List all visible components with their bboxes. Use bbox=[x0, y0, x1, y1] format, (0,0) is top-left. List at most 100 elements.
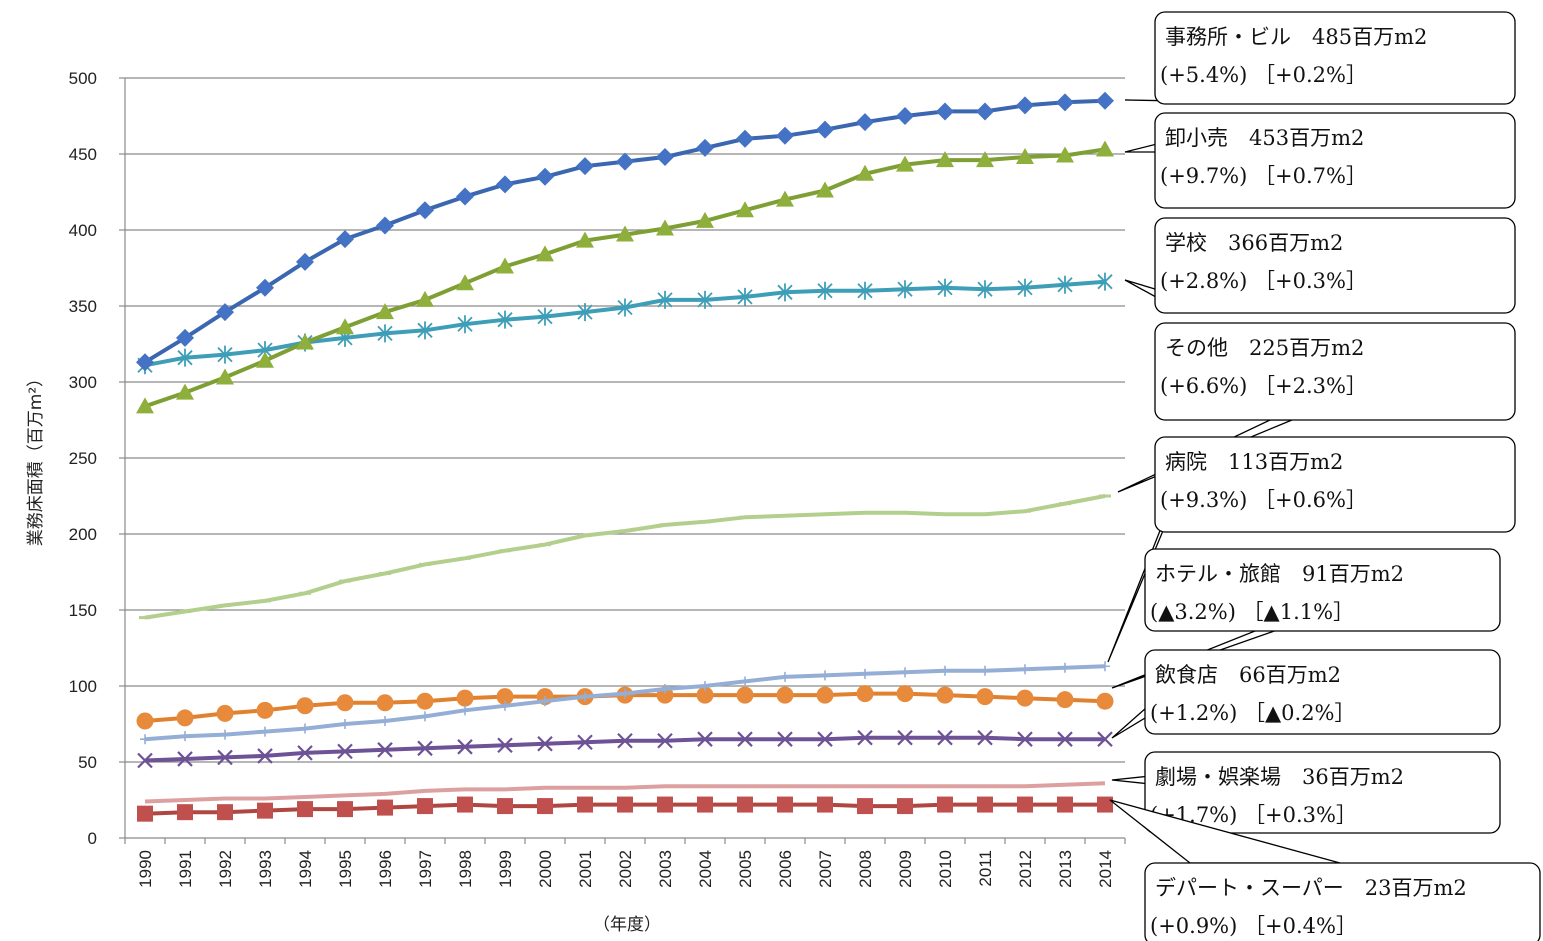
callout-box bbox=[1144, 862, 1541, 941]
callout-label: デパート・スーパー 23百万m2 bbox=[1155, 876, 1467, 900]
data-point bbox=[976, 688, 994, 706]
callout-box bbox=[1154, 11, 1516, 105]
data-point bbox=[416, 201, 434, 220]
data-point bbox=[257, 802, 273, 819]
data-point bbox=[657, 290, 673, 309]
data-point bbox=[1057, 731, 1073, 747]
data-point bbox=[337, 801, 353, 818]
data-point bbox=[856, 113, 874, 132]
y-tick-label: 400 bbox=[69, 221, 97, 240]
x-tick-label: 2009 bbox=[896, 850, 915, 888]
data-point bbox=[1097, 272, 1113, 291]
data-point bbox=[216, 368, 234, 385]
data-point bbox=[937, 729, 953, 746]
data-point bbox=[816, 686, 834, 704]
data-point bbox=[137, 805, 153, 822]
data-point bbox=[336, 694, 354, 712]
data-point bbox=[576, 231, 594, 248]
series-school bbox=[137, 272, 1113, 375]
data-point bbox=[376, 694, 394, 712]
data-point bbox=[696, 211, 714, 228]
data-point bbox=[180, 731, 190, 742]
y-tick-label: 300 bbox=[69, 373, 97, 392]
callout-label: 卸小売 453百万m2 bbox=[1165, 126, 1364, 150]
x-tick-label: 1992 bbox=[216, 850, 235, 888]
gridlines bbox=[125, 77, 1125, 763]
data-point bbox=[777, 731, 793, 747]
x-tick-label: 2014 bbox=[1096, 850, 1115, 888]
x-axis-title: （年度） bbox=[593, 915, 661, 935]
callout-label: 病院 113百万m2 bbox=[1165, 450, 1343, 474]
callout-label: 劇場・娯楽場 36百万m2 bbox=[1155, 765, 1404, 789]
data-point bbox=[857, 729, 873, 746]
data-point bbox=[177, 751, 193, 767]
data-point bbox=[377, 324, 393, 343]
data-point bbox=[856, 685, 874, 703]
data-point bbox=[1017, 796, 1033, 813]
callout-dept: デパート・スーパー 23百万m2 (+0.9%) ［+0.4%］ bbox=[1109, 799, 1541, 941]
data-point bbox=[977, 796, 993, 813]
data-point bbox=[256, 701, 274, 719]
x-tick-label: 1999 bbox=[496, 850, 515, 888]
x-tick-label: 2010 bbox=[936, 850, 955, 888]
data-point bbox=[140, 734, 150, 745]
data-point bbox=[736, 686, 754, 704]
data-point bbox=[1096, 692, 1114, 710]
callout-hospital: 病院 113百万m2 (+9.3%) ［+0.6%］ bbox=[1107, 436, 1516, 663]
data-point bbox=[257, 748, 273, 764]
callouts: 事務所・ビル 485百万m2 (+5.4%) ［+0.2%］ 卸小売 453百万m2… bbox=[1107, 11, 1541, 941]
callout-box bbox=[1154, 322, 1516, 421]
y-tick-label: 0 bbox=[88, 829, 97, 848]
data-point bbox=[540, 696, 550, 707]
callout-change: (+1.2%) ［▲0.2%］ bbox=[1150, 701, 1356, 725]
data-point bbox=[940, 665, 950, 676]
x-tick-label: 2011 bbox=[976, 850, 995, 887]
x-tick-label: 2006 bbox=[776, 850, 795, 888]
data-point bbox=[177, 804, 193, 821]
data-point bbox=[1097, 796, 1113, 813]
data-point bbox=[657, 796, 673, 813]
data-point bbox=[176, 383, 194, 400]
data-point bbox=[176, 328, 194, 347]
axes bbox=[119, 77, 1126, 844]
data-point bbox=[656, 148, 674, 167]
data-point bbox=[296, 252, 314, 271]
series-restaurant bbox=[137, 729, 1113, 769]
series-office bbox=[136, 91, 1114, 372]
data-point bbox=[896, 107, 914, 125]
data-point bbox=[456, 689, 474, 707]
data-point bbox=[656, 219, 674, 236]
data-point bbox=[1097, 731, 1113, 747]
data-point bbox=[1017, 278, 1033, 297]
data-point bbox=[776, 126, 794, 145]
data-point bbox=[377, 742, 393, 758]
data-point bbox=[497, 737, 513, 754]
data-point bbox=[617, 732, 633, 749]
x-tick-label: 1990 bbox=[136, 850, 155, 888]
data-point bbox=[617, 298, 633, 317]
x-tick-label: 1993 bbox=[256, 850, 275, 888]
data-point bbox=[697, 731, 713, 747]
series-hospital bbox=[140, 661, 1110, 745]
data-point bbox=[216, 303, 234, 322]
data-point bbox=[336, 318, 354, 335]
y-tick-label: 150 bbox=[69, 601, 97, 620]
data-point bbox=[457, 315, 473, 334]
callout-box bbox=[1144, 751, 1501, 834]
series-retail bbox=[136, 140, 1114, 414]
data-point bbox=[537, 307, 553, 326]
data-point bbox=[297, 801, 313, 818]
data-point bbox=[340, 719, 350, 729]
data-point bbox=[696, 138, 714, 157]
data-point bbox=[417, 740, 433, 757]
callout-change: (+5.4%) ［+0.2%］ bbox=[1160, 63, 1367, 87]
data-point bbox=[616, 152, 634, 171]
data-point bbox=[660, 684, 670, 695]
data-point bbox=[376, 216, 394, 235]
data-point bbox=[296, 333, 314, 350]
x-tick-label: 2002 bbox=[616, 850, 635, 888]
data-point bbox=[777, 283, 793, 302]
data-point bbox=[537, 798, 553, 815]
callout-change: (+0.9%) ［+0.4%］ bbox=[1150, 914, 1357, 938]
data-point bbox=[1060, 662, 1070, 673]
